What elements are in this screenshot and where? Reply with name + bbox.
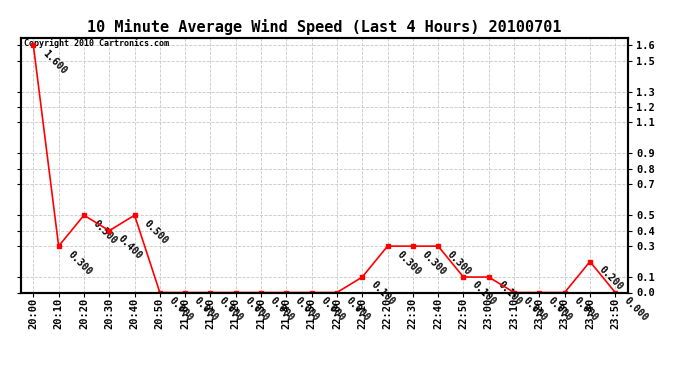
Title: 10 Minute Average Wind Speed (Last 4 Hours) 20100701: 10 Minute Average Wind Speed (Last 4 Hou… — [87, 19, 562, 35]
Text: 0.000: 0.000 — [571, 295, 600, 323]
Text: 0.000: 0.000 — [546, 295, 574, 323]
Text: 0.000: 0.000 — [293, 295, 321, 323]
Text: 0.400: 0.400 — [116, 234, 144, 261]
Text: 0.000: 0.000 — [521, 295, 549, 323]
Text: 0.000: 0.000 — [622, 295, 650, 323]
Text: 0.100: 0.100 — [369, 280, 397, 308]
Text: 0.000: 0.000 — [268, 295, 296, 323]
Text: 0.300: 0.300 — [395, 249, 422, 277]
Text: 0.000: 0.000 — [344, 295, 372, 323]
Text: 1.600: 1.600 — [40, 48, 68, 76]
Text: 0.500: 0.500 — [91, 218, 119, 246]
Text: 0.000: 0.000 — [217, 295, 245, 323]
Text: 0.100: 0.100 — [471, 280, 498, 308]
Text: Copyright 2010 Cartronics.com: Copyright 2010 Cartronics.com — [23, 39, 169, 48]
Text: 0.000: 0.000 — [243, 295, 270, 323]
Text: 0.000: 0.000 — [319, 295, 346, 323]
Text: 0.000: 0.000 — [167, 295, 195, 323]
Text: 0.000: 0.000 — [192, 295, 220, 323]
Text: 0.300: 0.300 — [445, 249, 473, 277]
Text: 0.200: 0.200 — [597, 264, 624, 292]
Text: 0.100: 0.100 — [495, 280, 524, 308]
Text: 0.300: 0.300 — [66, 249, 93, 277]
Text: 0.300: 0.300 — [420, 249, 448, 277]
Text: 0.500: 0.500 — [141, 218, 169, 246]
